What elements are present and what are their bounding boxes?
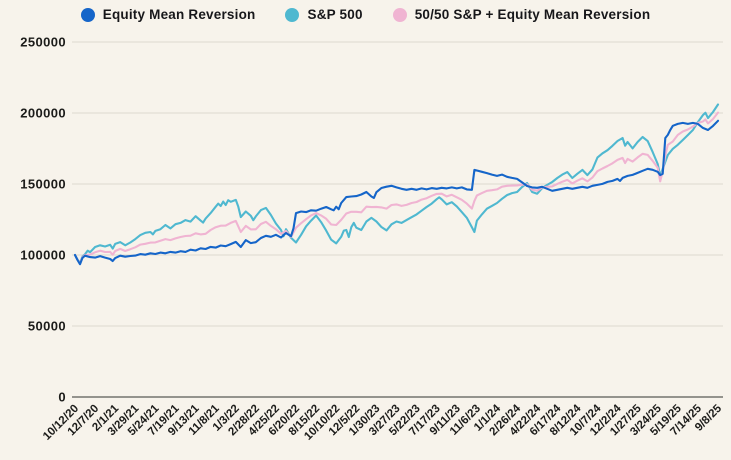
svg-text:200000: 200000 [20,106,66,121]
svg-text:150000: 150000 [20,177,66,192]
svg-text:250000: 250000 [20,35,66,50]
legend-dot-sp500 [285,7,300,22]
svg-text:50000: 50000 [28,319,66,334]
legend-label-5050-combo: 50/50 S&P + Equity Mean Reversion [414,7,651,22]
series-line-5050-combo [73,111,720,265]
svg-text:0: 0 [58,390,66,405]
series-lines [73,103,720,266]
legend-dot-5050-combo [392,7,407,22]
legend-item-sp500[interactable]: S&P 500 [285,7,362,22]
legend-item-equity-mean-reversion[interactable]: Equity Mean Reversion [80,7,256,22]
x-axis-tick-labels: 10/12/2012/7/202/1/213/29/215/24/217/19/… [41,402,725,443]
legend-item-5050-combo[interactable]: 50/50 S&P + Equity Mean Reversion [392,7,651,22]
legend-dot-equity-mean-reversion [80,7,95,22]
svg-text:100000: 100000 [20,248,66,263]
series-line-equity-mean-reversion [73,119,720,266]
chart-legend: Equity Mean Reversion S&P 500 50/50 S&P … [0,7,731,22]
legend-label-sp500: S&P 500 [307,7,363,22]
y-axis-tick-labels: 0 50000 100000 150000 200000 250000 [20,35,66,405]
gridlines [72,41,723,398]
legend-label-equity-mean-reversion: Equity Mean Reversion [102,7,256,22]
series-line-sp500 [73,103,720,265]
